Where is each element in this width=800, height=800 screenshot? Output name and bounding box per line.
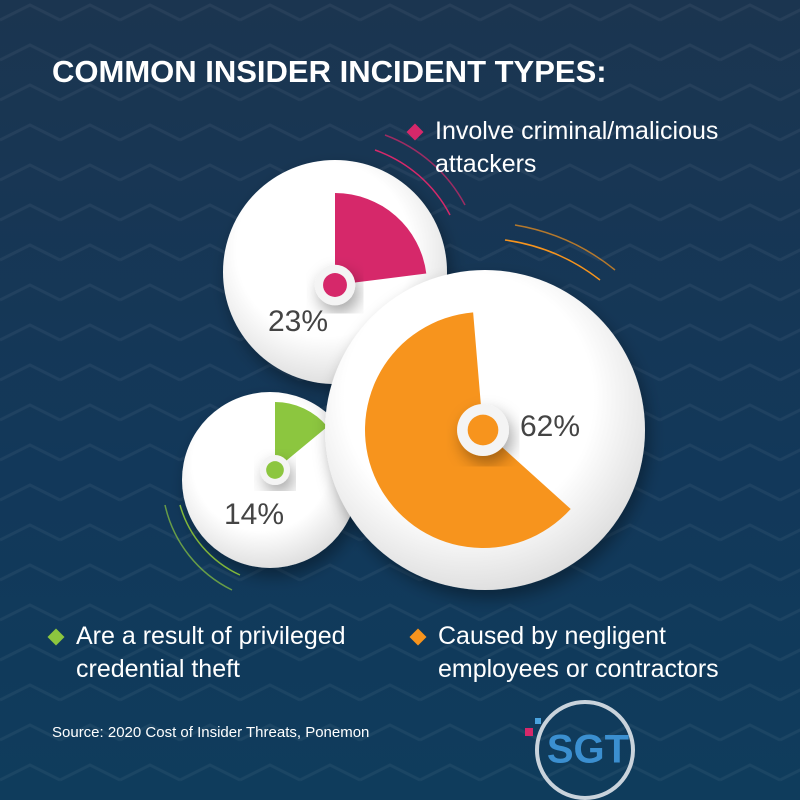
logo-text: SGT [547,728,629,772]
legend-label: Caused by negligent employees or contrac… [438,622,719,683]
hub [323,273,347,297]
value-label: 14% [224,498,284,531]
value-label: 23% [268,305,328,338]
decorative-arcs [164,134,616,591]
value-label: 62% [520,410,580,443]
legend-marker [47,628,65,646]
legend-label: Are a result of privileged credential th… [76,622,346,683]
hub [467,414,499,446]
legend-entry: Involve criminal/malicious attackers [405,115,775,181]
chart-title: COMMON INSIDER INCIDENT TYPES: [52,54,607,89]
legend-marker [409,628,427,646]
wedge [275,402,328,470]
legend-marker [406,123,424,141]
legend-entry: Are a result of privileged credential th… [46,620,386,686]
wedge [335,193,427,285]
legend-label: Involve criminal/malicious attackers [435,117,719,178]
source-note: Source: 2020 Cost of Insider Threats, Po… [52,724,370,741]
hub [266,461,284,479]
legend-entry: Caused by negligent employees or contrac… [408,620,778,686]
logo: SGT [525,700,635,800]
